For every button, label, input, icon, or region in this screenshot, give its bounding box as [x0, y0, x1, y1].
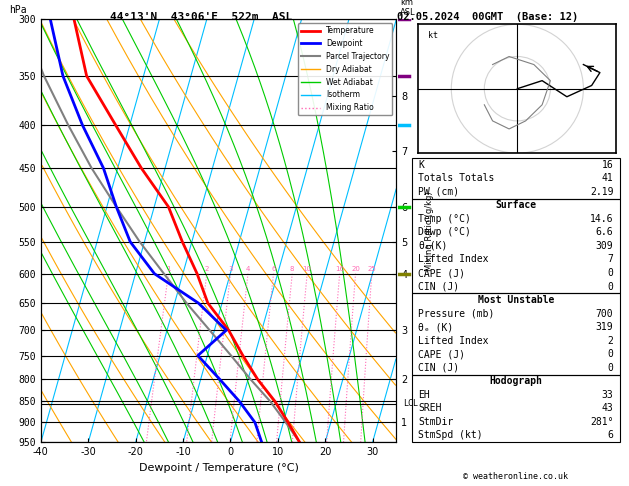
Text: 25: 25 [367, 265, 376, 272]
Text: EH: EH [418, 390, 430, 400]
Text: θₑ (K): θₑ (K) [418, 322, 454, 332]
Text: © weatheronline.co.uk: © weatheronline.co.uk [464, 472, 568, 481]
Text: 2: 2 [204, 265, 209, 272]
Text: Mixing Ratio (g/kg): Mixing Ratio (g/kg) [425, 191, 434, 271]
Text: Surface: Surface [495, 200, 537, 210]
Text: km
ASL: km ASL [400, 0, 415, 17]
Text: kt: kt [428, 31, 438, 40]
Text: 2.19: 2.19 [590, 187, 613, 197]
Text: 0: 0 [608, 349, 613, 359]
Text: 7: 7 [608, 255, 613, 264]
Text: 319: 319 [596, 322, 613, 332]
Text: 02.05.2024  00GMT  (Base: 12): 02.05.2024 00GMT (Base: 12) [397, 12, 578, 22]
Text: 16: 16 [601, 160, 613, 170]
Text: Dewp (°C): Dewp (°C) [418, 227, 471, 238]
Text: Totals Totals: Totals Totals [418, 173, 494, 183]
Text: StmSpd (kt): StmSpd (kt) [418, 431, 483, 440]
Legend: Temperature, Dewpoint, Parcel Trajectory, Dry Adiabat, Wet Adiabat, Isotherm, Mi: Temperature, Dewpoint, Parcel Trajectory… [298, 23, 392, 115]
Text: 700: 700 [596, 309, 613, 319]
Text: 33: 33 [601, 390, 613, 400]
Text: 8: 8 [290, 265, 294, 272]
Text: hPa: hPa [9, 5, 26, 15]
Text: 44°13'N  43°06'E  522m  ASL: 44°13'N 43°06'E 522m ASL [110, 12, 292, 22]
Text: Lifted Index: Lifted Index [418, 255, 489, 264]
Text: 16: 16 [335, 265, 344, 272]
Bar [412, 199, 620, 294]
Text: 281°: 281° [590, 417, 613, 427]
Text: LCL: LCL [403, 399, 418, 408]
Text: 43: 43 [601, 403, 613, 414]
Text: Lifted Index: Lifted Index [418, 336, 489, 346]
Text: 1: 1 [166, 265, 170, 272]
Text: 6: 6 [608, 431, 613, 440]
Text: 6: 6 [271, 265, 276, 272]
Text: 309: 309 [596, 241, 613, 251]
Text: 14.6: 14.6 [590, 214, 613, 224]
Text: Temp (°C): Temp (°C) [418, 214, 471, 224]
Bar [412, 158, 620, 199]
Text: 3: 3 [228, 265, 233, 272]
Text: Pressure (mb): Pressure (mb) [418, 309, 494, 319]
Text: K: K [418, 160, 424, 170]
Text: θₑ(K): θₑ(K) [418, 241, 448, 251]
Text: 4: 4 [246, 265, 250, 272]
Text: 20: 20 [351, 265, 360, 272]
Text: CAPE (J): CAPE (J) [418, 349, 465, 359]
Text: 0: 0 [608, 281, 613, 292]
Text: 41: 41 [601, 173, 613, 183]
Text: SREH: SREH [418, 403, 442, 414]
Text: 6.6: 6.6 [596, 227, 613, 238]
Bar [412, 294, 620, 375]
Text: CAPE (J): CAPE (J) [418, 268, 465, 278]
Text: CIN (J): CIN (J) [418, 281, 459, 292]
Text: 10: 10 [303, 265, 311, 272]
Text: 0: 0 [608, 363, 613, 373]
Text: CIN (J): CIN (J) [418, 363, 459, 373]
Text: 2: 2 [608, 336, 613, 346]
Text: 0: 0 [608, 268, 613, 278]
Text: Most Unstable: Most Unstable [477, 295, 554, 305]
X-axis label: Dewpoint / Temperature (°C): Dewpoint / Temperature (°C) [138, 463, 299, 473]
Text: PW (cm): PW (cm) [418, 187, 459, 197]
Bar [412, 375, 620, 442]
Text: StmDir: StmDir [418, 417, 454, 427]
Text: Hodograph: Hodograph [489, 376, 542, 386]
